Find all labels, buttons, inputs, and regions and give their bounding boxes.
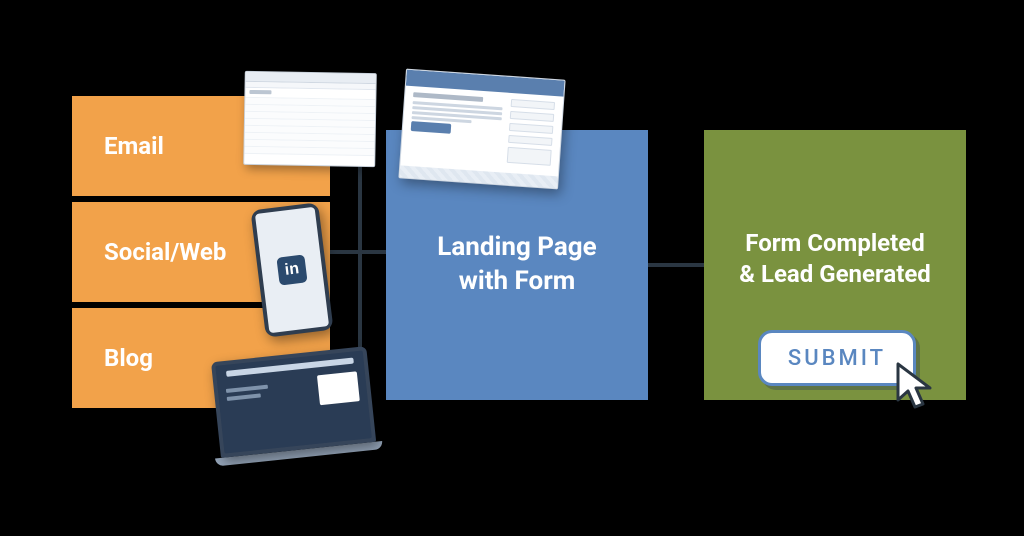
landing-label-line2: with Form <box>437 265 596 299</box>
result-label-line1: Form Completed <box>739 228 931 259</box>
source-label: Social/Web <box>104 238 226 266</box>
laptop-site-icon <box>211 346 377 466</box>
submit-label: SUBMIT <box>788 346 886 371</box>
result-label-line2: & Lead Generated <box>739 259 931 290</box>
email-client-icon <box>243 71 377 167</box>
diagram-stage: Email Social/Web Blog Landing Page with … <box>0 0 1024 536</box>
linkedin-icon: in <box>276 254 307 285</box>
cursor-icon <box>892 360 948 416</box>
source-label: Email <box>104 132 164 160</box>
source-label: Blog <box>104 344 153 372</box>
landing-label-line1: Landing Page <box>437 231 596 265</box>
landing-form-page-icon <box>398 69 565 190</box>
